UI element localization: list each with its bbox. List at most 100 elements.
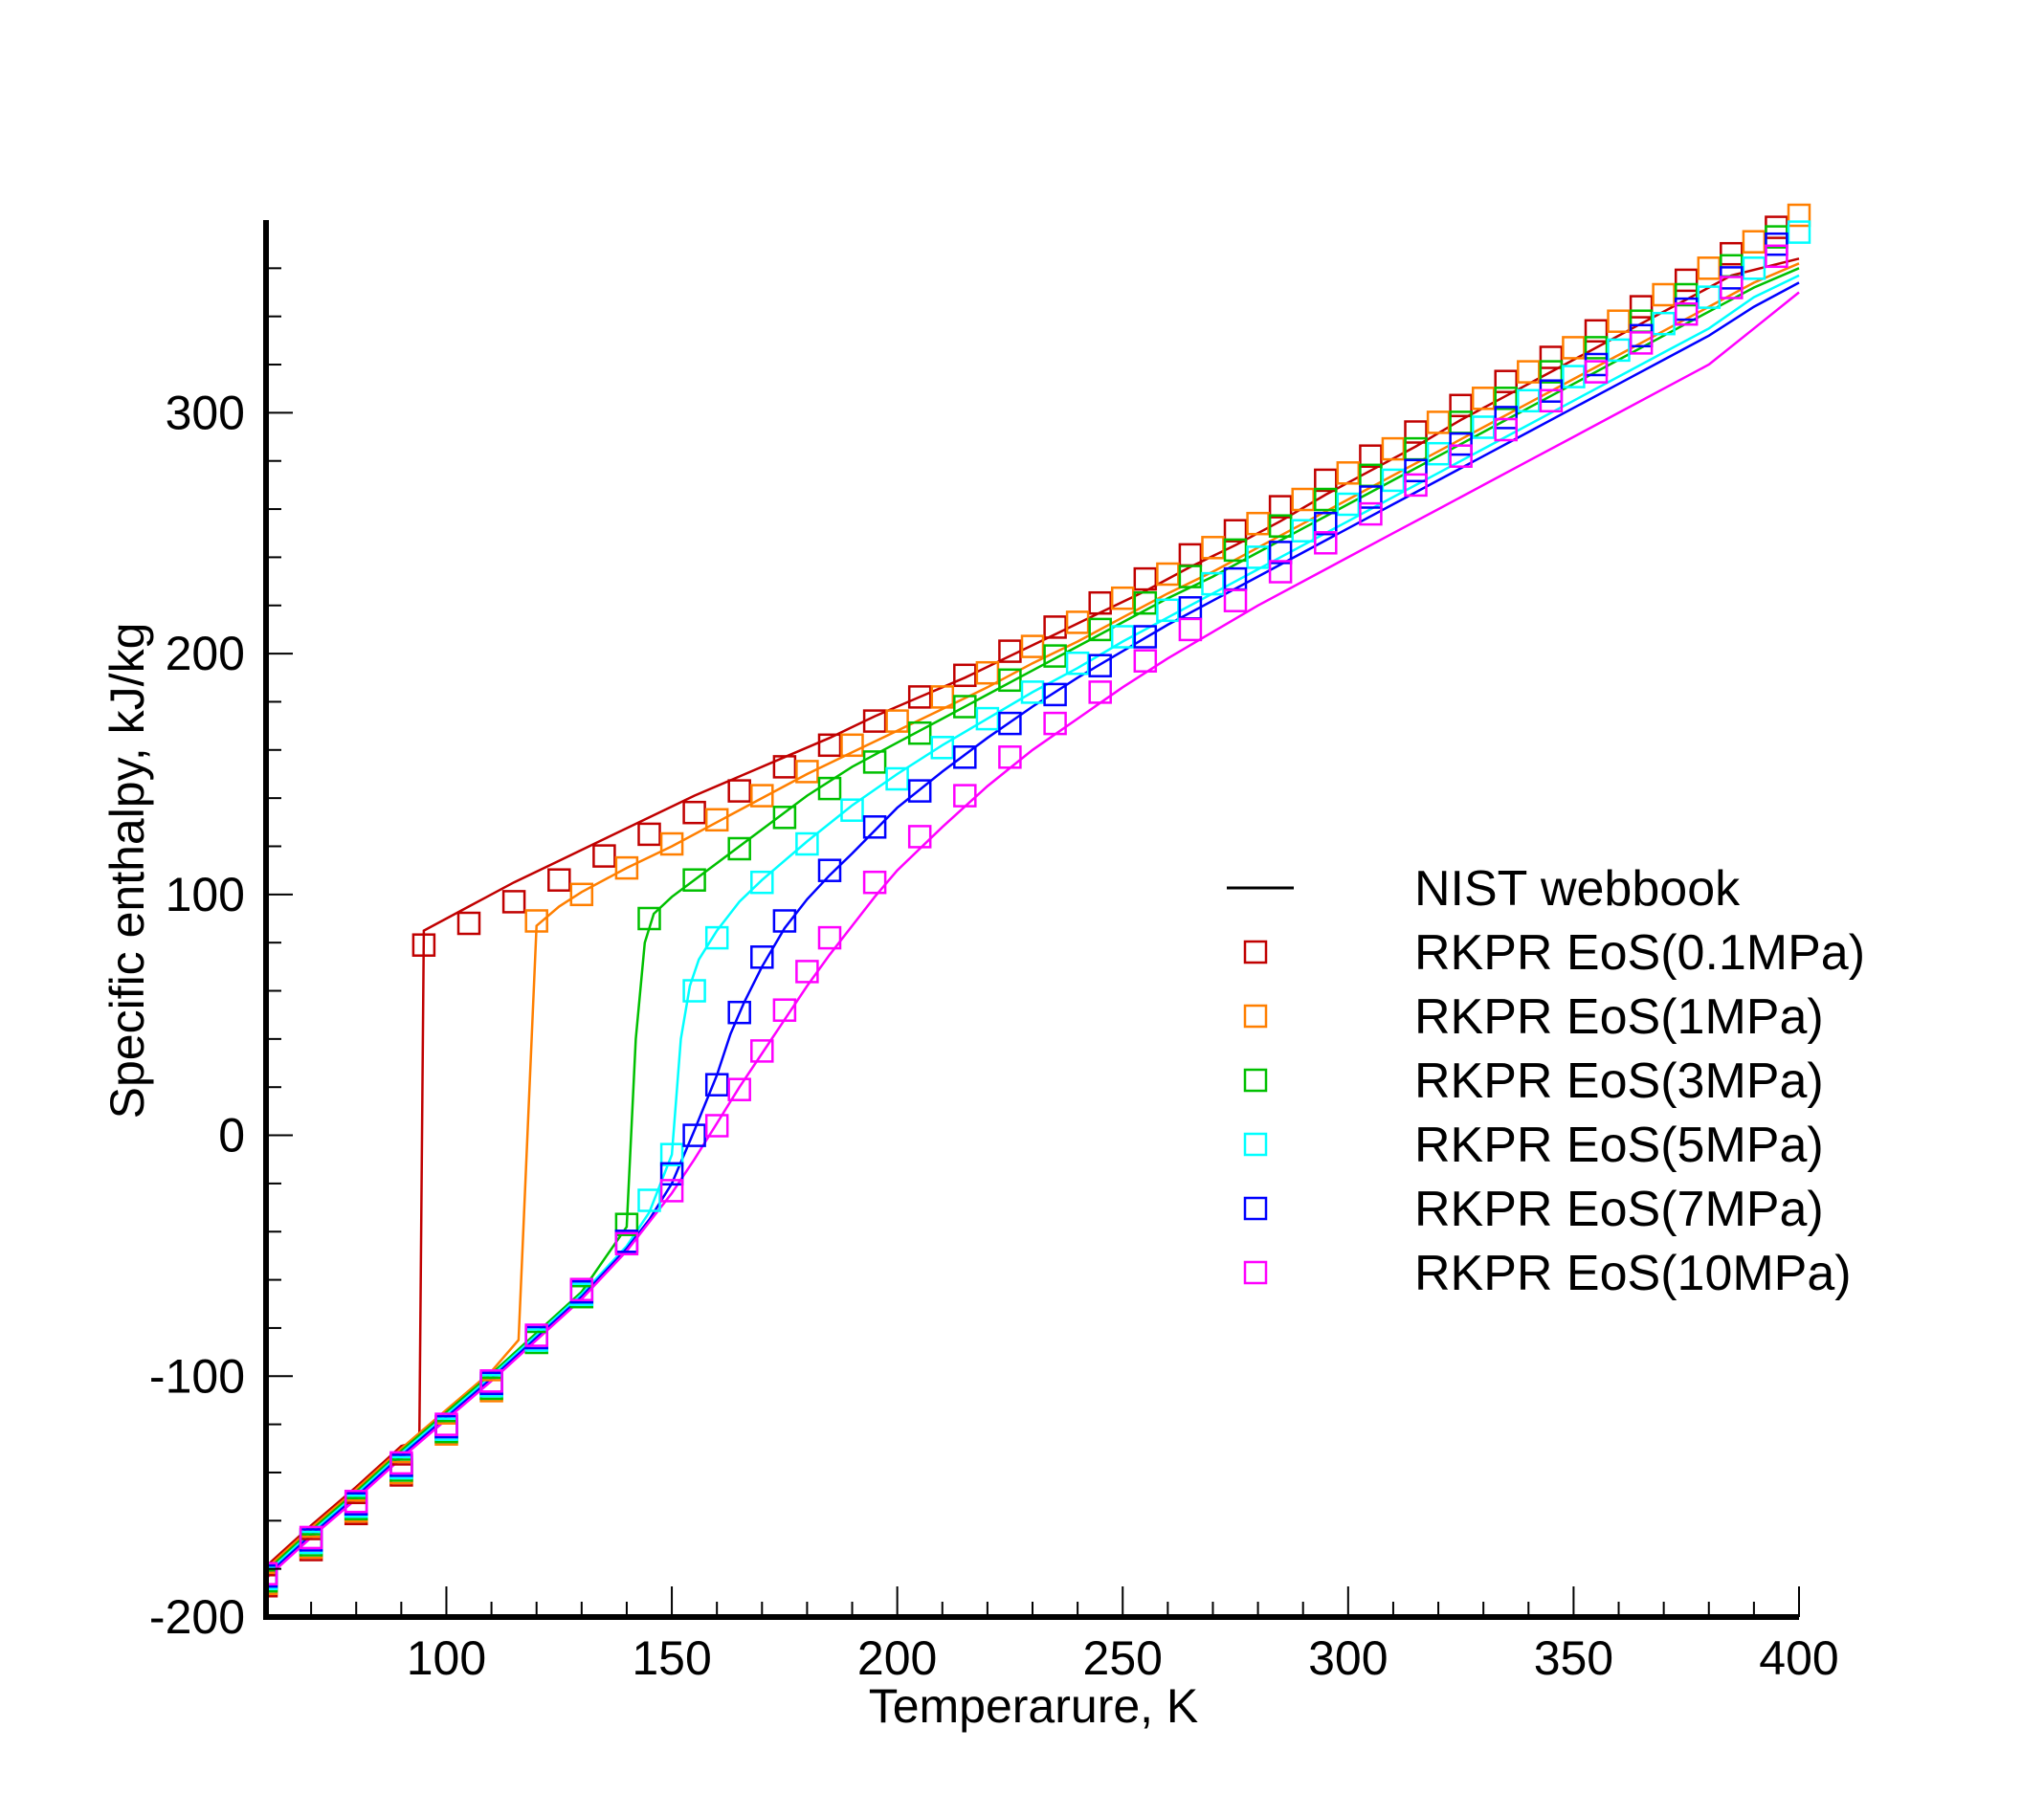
data-point [1156, 562, 1180, 587]
data-point [750, 784, 774, 808]
legend-square-swatch [1243, 1132, 1268, 1157]
x-tick-label: 400 [1759, 1631, 1838, 1685]
data-point [1607, 309, 1631, 333]
data-point [1494, 369, 1518, 393]
data-point [704, 1073, 729, 1097]
data-point [1314, 487, 1338, 512]
data-point [411, 933, 436, 957]
legend-item: RKPR EoS(3MPa) [1243, 1053, 1824, 1109]
data-point [1381, 436, 1406, 461]
legend-label: RKPR EoS(10MPa) [1414, 1246, 1852, 1301]
data-point [682, 868, 706, 892]
data-point [1494, 387, 1518, 410]
data-point [614, 855, 639, 880]
data-point [1381, 468, 1406, 493]
data-point [1314, 531, 1338, 555]
y-tick-label: 300 [166, 386, 245, 439]
data-point [1336, 492, 1361, 517]
data-point [659, 1142, 684, 1166]
data-point [1223, 519, 1248, 543]
data-point [998, 711, 1022, 736]
data-point [1584, 336, 1609, 360]
legend-label: RKPR EoS(0.1MPa) [1414, 925, 1865, 981]
data-point [1742, 230, 1766, 254]
data-point [862, 815, 887, 839]
data-point [885, 766, 909, 791]
data-point [1268, 514, 1293, 538]
data-point [1494, 406, 1518, 430]
legend-square-swatch [1243, 1068, 1268, 1093]
data-point [344, 1489, 368, 1514]
data-point [389, 1451, 413, 1475]
data-point [772, 806, 797, 830]
data-point [547, 868, 571, 892]
data-point [569, 882, 594, 907]
data-point [1652, 282, 1676, 307]
data-point [975, 706, 1000, 731]
data-point [1674, 268, 1699, 293]
y-axis-title: Specific enthalpy, kJ/kg [100, 623, 154, 1119]
data-point [614, 1231, 639, 1256]
data-point [1449, 432, 1473, 456]
data-point [524, 1323, 548, 1347]
data-point [772, 755, 797, 779]
data-point [862, 870, 887, 895]
data-point [840, 798, 864, 822]
data-point [637, 906, 661, 931]
data-point [1652, 311, 1676, 336]
data-point [682, 1123, 706, 1147]
legend-label: RKPR EoS(5MPa) [1414, 1118, 1824, 1173]
data-point [953, 695, 977, 719]
data-point [795, 760, 819, 784]
data-point [907, 825, 932, 849]
legend-item: RKPR EoS(1MPa) [1243, 989, 1824, 1045]
data-point [1359, 444, 1383, 468]
data-point [456, 911, 481, 936]
markers-rkpr-eos-1mpa [266, 203, 1811, 1596]
data-point [727, 1000, 751, 1025]
data-point [659, 1162, 684, 1186]
data-point [1133, 590, 1158, 615]
data-point [1562, 365, 1586, 388]
data-point [1426, 410, 1451, 434]
data-point [1246, 545, 1270, 569]
legend-square-swatch [1243, 1260, 1268, 1285]
data-point [817, 733, 842, 758]
data-point [727, 836, 751, 861]
data-point [998, 668, 1022, 693]
data-point [1765, 232, 1788, 256]
data-point [840, 733, 864, 758]
data-point [1562, 336, 1586, 360]
data-point [930, 685, 955, 709]
data-point [1336, 461, 1361, 485]
tick-labels: -200 -100 0 100 200 300 100 150 200 250 300 350 400 [149, 386, 1839, 1685]
legend-item: RKPR EoS(7MPa) [1243, 1182, 1824, 1237]
data-point [1787, 220, 1811, 244]
data-point [862, 750, 887, 774]
data-point [1742, 256, 1766, 280]
data-point [1674, 301, 1699, 326]
data-point [795, 831, 819, 856]
data-point [704, 1114, 729, 1138]
line-nist-webbook-3mpa [266, 267, 1800, 1573]
data-point [1629, 331, 1654, 355]
data-point [1765, 244, 1788, 269]
data-point [1787, 203, 1811, 228]
data-point [614, 1212, 639, 1236]
data-point [1133, 625, 1158, 649]
data-point [1720, 241, 1744, 266]
data-point [1291, 519, 1315, 543]
x-tick-label: 250 [1083, 1631, 1163, 1685]
axes-layer [263, 220, 1800, 1620]
data-point [975, 660, 1000, 685]
data-point [1674, 282, 1699, 307]
data-point [930, 736, 955, 760]
data-point [1020, 634, 1045, 658]
data-point [1494, 417, 1518, 442]
data-point [704, 925, 729, 950]
data-point [1584, 319, 1609, 343]
x-tick-label: 100 [407, 1631, 486, 1685]
data-point [434, 1412, 458, 1436]
markers-rkpr-eos-10mpa [266, 244, 1788, 1585]
data-point [659, 1179, 684, 1203]
